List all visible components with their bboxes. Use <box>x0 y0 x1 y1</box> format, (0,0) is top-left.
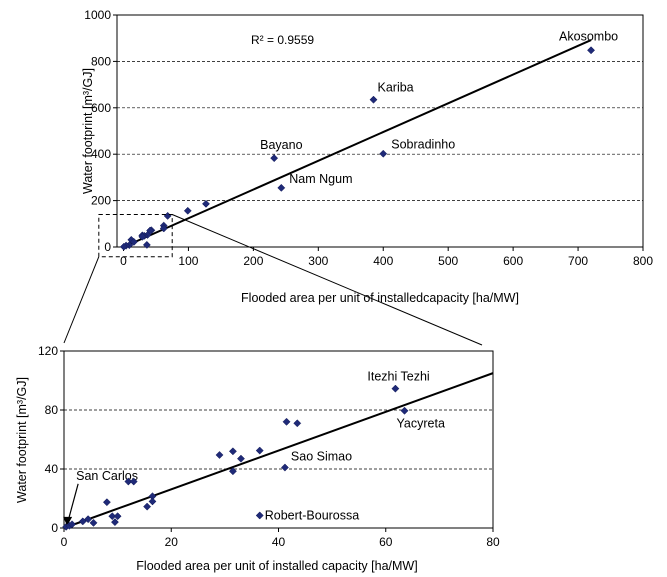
x-tick-label: 300 <box>308 254 328 268</box>
data-point <box>400 406 409 415</box>
data-point <box>280 463 289 472</box>
data-point <box>124 477 133 486</box>
data-point <box>159 224 168 233</box>
data-point <box>228 467 237 476</box>
trend-line <box>63 372 494 529</box>
x-tick-label: 800 <box>633 254 653 268</box>
data-label: Sobradinho <box>391 138 455 152</box>
data-point <box>587 46 596 55</box>
data-point <box>108 512 117 521</box>
bottom-chart: 0 40 80 120 0 20 40 60 80 Flooded area per unit o… <box>15 344 500 573</box>
y-axis-label: Water footprint [m³/GJ] <box>81 68 95 194</box>
zoom-connector-left <box>63 256 100 344</box>
data-label: Itezhi Tezhi <box>367 370 429 384</box>
x-tick-label: 100 <box>178 254 198 268</box>
data-point <box>68 520 76 529</box>
data-label: San Carlos <box>76 469 138 483</box>
x-tick-label: 600 <box>503 254 523 268</box>
data-point <box>202 199 210 208</box>
r-squared-annotation: R² = 0.9559 <box>251 33 314 47</box>
zoom-connector-lines <box>63 214 483 346</box>
plot-frame <box>63 350 494 529</box>
data-point <box>270 154 279 163</box>
y-axis-label: Water footprint [m³/GJ] <box>15 377 29 503</box>
x-axis-label: Flooded area per unit of installed capac… <box>136 559 417 573</box>
data-point <box>369 95 378 104</box>
data-point <box>119 242 128 251</box>
x-tick-label: 80 <box>486 535 500 549</box>
data-point <box>143 502 152 511</box>
x-tick-label: 200 <box>243 254 263 268</box>
y-tick-label: 0 <box>104 240 111 254</box>
y-tick-label: 0 <box>51 521 58 535</box>
data-point <box>142 240 151 249</box>
x-tick-label: 0 <box>61 535 68 549</box>
y-tick-label: 800 <box>91 54 111 68</box>
zoom-box <box>98 214 173 258</box>
data-point <box>113 512 122 521</box>
y-tick-label: 1000 <box>84 8 111 22</box>
x-tick-label: 500 <box>438 254 458 268</box>
data-point <box>255 446 264 455</box>
y-tick-label: 600 <box>91 101 111 115</box>
data-point <box>277 183 286 192</box>
data-point <box>110 518 119 527</box>
data-point <box>391 384 400 393</box>
data-label: Robert-Bourossa <box>265 508 360 522</box>
data-point <box>237 454 245 463</box>
data-point <box>293 419 302 428</box>
data-label: Yacyreta <box>397 417 445 431</box>
data-label-arrow <box>67 483 79 521</box>
data-point <box>129 477 138 486</box>
data-label: Nam Ngum <box>289 172 352 186</box>
x-tick-label: 0 <box>120 254 127 268</box>
data-point <box>255 511 264 520</box>
data-point <box>84 515 93 524</box>
x-tick-label: 700 <box>568 254 588 268</box>
data-point <box>228 447 237 456</box>
data-point <box>379 149 388 158</box>
x-tick-label: 20 <box>165 535 179 549</box>
zoom-connector-right <box>172 214 483 346</box>
data-point <box>215 451 224 459</box>
top-chart: 0 200 400 600 800 1000 0 100 200 300 400 500 600 700 8… <box>81 8 653 305</box>
data-label: Kariba <box>378 81 414 95</box>
data-point <box>89 518 98 527</box>
data-label-arrowhead <box>63 516 73 526</box>
y-tick-label: 80 <box>45 403 59 417</box>
x-tick-label: 40 <box>272 535 286 549</box>
x-tick-label: 60 <box>379 535 393 549</box>
data-label: Sao Simao <box>291 450 352 464</box>
data-point <box>148 497 157 506</box>
data-point <box>282 417 291 426</box>
data-point <box>102 498 111 507</box>
data-point <box>138 232 147 241</box>
data-label: Bayano <box>260 138 302 152</box>
y-tick-label: 400 <box>91 147 111 161</box>
data-label: Akosombo <box>559 29 618 43</box>
data-point <box>78 517 87 526</box>
x-tick-label: 400 <box>373 254 393 268</box>
y-tick-label: 40 <box>45 462 59 476</box>
x-axis-label: Flooded area per unit of installedcapaci… <box>241 291 519 305</box>
data-point <box>183 206 192 215</box>
trend-line <box>123 39 592 248</box>
y-tick-label: 200 <box>91 194 111 208</box>
plot-frame <box>116 14 644 248</box>
data-point <box>129 237 138 246</box>
y-tick-label: 120 <box>38 344 58 358</box>
